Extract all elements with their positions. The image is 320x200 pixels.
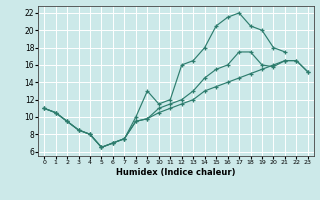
X-axis label: Humidex (Indice chaleur): Humidex (Indice chaleur) [116, 168, 236, 177]
